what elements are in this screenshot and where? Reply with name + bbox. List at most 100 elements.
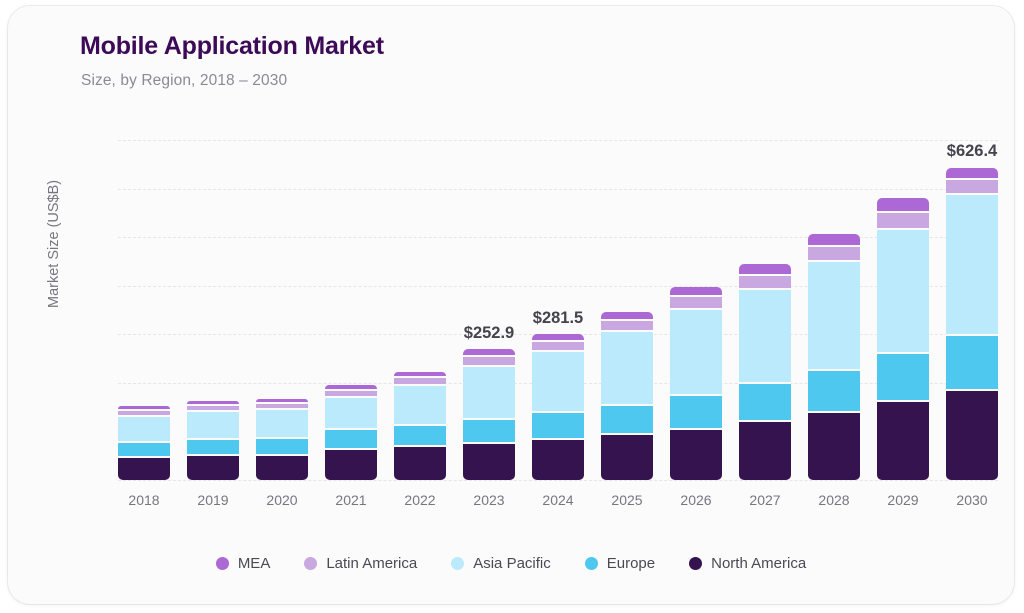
bar-segment-asia-pacific[interactable] — [601, 331, 653, 404]
bar-segment-latin-america[interactable] — [808, 246, 860, 261]
bar-column[interactable] — [394, 140, 446, 480]
bar-segment-mea[interactable] — [187, 400, 239, 405]
bar-segment-europe[interactable] — [187, 439, 239, 454]
bar-segment-mea[interactable] — [118, 406, 170, 410]
stacked-bar[interactable] — [808, 233, 860, 480]
bar-column[interactable] — [877, 140, 929, 480]
bar-column[interactable]: $252.9 — [463, 140, 515, 480]
bar-segment-latin-america[interactable] — [877, 212, 929, 229]
bar-segment-north-america[interactable] — [532, 440, 584, 480]
bar-column[interactable]: $281.5 — [532, 140, 584, 480]
bar-column[interactable] — [118, 140, 170, 480]
stacked-bar[interactable] — [394, 371, 446, 480]
bar-segment-latin-america[interactable] — [532, 341, 584, 350]
stacked-bar[interactable] — [532, 334, 584, 480]
bar-segment-asia-pacific[interactable] — [532, 351, 584, 412]
bar-segment-asia-pacific[interactable] — [325, 398, 377, 429]
bar-segment-north-america[interactable] — [187, 455, 239, 480]
bar-column[interactable] — [325, 140, 377, 480]
bar-segment-latin-america[interactable] — [394, 378, 446, 385]
bar-segment-mea[interactable] — [532, 334, 584, 340]
bar-segment-asia-pacific[interactable] — [670, 309, 722, 395]
bar-segment-mea[interactable] — [739, 264, 791, 274]
bar-column[interactable] — [808, 140, 860, 480]
bar-segment-asia-pacific[interactable] — [256, 410, 308, 437]
legend-item-latin-america[interactable]: Latin America — [304, 555, 417, 572]
bar-segment-europe[interactable] — [463, 419, 515, 442]
bar-segment-mea[interactable] — [808, 233, 860, 245]
bar-segment-latin-america[interactable] — [670, 297, 722, 308]
bar-segment-north-america[interactable] — [463, 443, 515, 480]
stacked-bar[interactable] — [256, 398, 308, 480]
plot-area: 7006005004003001000 Market Size (US$B) $… — [46, 140, 998, 481]
bar-segment-europe[interactable] — [256, 438, 308, 454]
bar-segment-europe[interactable] — [601, 405, 653, 434]
stacked-bar[interactable] — [187, 400, 239, 480]
bar-segment-mea[interactable] — [670, 287, 722, 296]
bar-column[interactable] — [670, 140, 722, 480]
bar-segment-latin-america[interactable] — [256, 404, 308, 409]
bar-segment-north-america[interactable] — [601, 435, 653, 480]
bar-segment-asia-pacific[interactable] — [739, 289, 791, 383]
bar-segment-north-america[interactable] — [118, 458, 170, 480]
bar-segment-asia-pacific[interactable] — [394, 386, 446, 424]
bar-segment-mea[interactable] — [877, 198, 929, 211]
bar-segment-mea[interactable] — [601, 311, 653, 319]
bar-segment-mea[interactable] — [463, 349, 515, 355]
stacked-bar[interactable] — [877, 198, 929, 480]
bar-segment-mea[interactable] — [325, 385, 377, 389]
bar-segment-europe[interactable] — [325, 430, 377, 449]
bar-segment-asia-pacific[interactable] — [808, 262, 860, 370]
bar-segment-north-america[interactable] — [946, 391, 998, 480]
bar-segment-north-america[interactable] — [808, 413, 860, 480]
legend-label: Asia Pacific — [473, 555, 551, 572]
bar-segment-asia-pacific[interactable] — [187, 412, 239, 438]
bar-segment-europe[interactable] — [670, 396, 722, 428]
bar-segment-latin-america[interactable] — [187, 406, 239, 411]
bar-segment-mea[interactable] — [946, 167, 998, 178]
bar-segment-asia-pacific[interactable] — [877, 230, 929, 352]
legend-item-mea[interactable]: MEA — [215, 555, 270, 572]
bar-segment-europe[interactable] — [946, 335, 998, 390]
bar-segment-north-america[interactable] — [877, 402, 929, 480]
bar-segment-europe[interactable] — [118, 443, 170, 457]
bar-segment-north-america[interactable] — [394, 446, 446, 480]
bar-segment-europe[interactable] — [394, 425, 446, 445]
stacked-bar[interactable] — [946, 167, 998, 480]
bar-segment-north-america[interactable] — [739, 421, 791, 480]
bar-segment-europe[interactable] — [739, 384, 791, 420]
stacked-bar[interactable] — [601, 311, 653, 480]
bar-segment-mea[interactable] — [256, 398, 308, 403]
bar-segment-europe[interactable] — [532, 413, 584, 439]
bar-segment-europe[interactable] — [808, 371, 860, 412]
bar-segment-mea[interactable] — [394, 371, 446, 377]
stacked-bar[interactable] — [739, 264, 791, 480]
stacked-bar[interactable] — [670, 287, 722, 480]
bar-column[interactable] — [256, 140, 308, 480]
bar-segment-latin-america[interactable] — [325, 390, 377, 397]
bar-segment-latin-america[interactable] — [118, 411, 170, 416]
bar-column[interactable] — [739, 140, 791, 480]
bar-segment-north-america[interactable] — [256, 455, 308, 480]
legend-item-asia-pacific[interactable]: Asia Pacific — [451, 555, 551, 572]
bar-segment-latin-america[interactable] — [946, 179, 998, 194]
legend-item-europe[interactable]: Europe — [584, 555, 655, 572]
bar-segment-latin-america[interactable] — [739, 275, 791, 288]
bar-column[interactable] — [601, 140, 653, 480]
bar-segment-north-america[interactable] — [670, 429, 722, 480]
stacked-bar[interactable] — [463, 349, 515, 480]
legend-swatch-icon — [584, 557, 598, 570]
bar-segment-asia-pacific[interactable] — [118, 417, 170, 442]
bar-segment-north-america[interactable] — [325, 450, 377, 480]
stacked-bar[interactable] — [325, 385, 377, 480]
bar-column[interactable]: $626.4 — [946, 140, 998, 480]
bar-segment-latin-america[interactable] — [463, 356, 515, 365]
bar-segment-latin-america[interactable] — [601, 320, 653, 330]
segment-divider — [877, 228, 929, 231]
legend-item-north-america[interactable]: North America — [689, 555, 806, 572]
bar-segment-asia-pacific[interactable] — [463, 366, 515, 418]
bar-segment-asia-pacific[interactable] — [946, 195, 998, 334]
bar-segment-europe[interactable] — [877, 353, 929, 401]
bar-column[interactable] — [187, 140, 239, 480]
stacked-bar[interactable] — [118, 406, 170, 480]
